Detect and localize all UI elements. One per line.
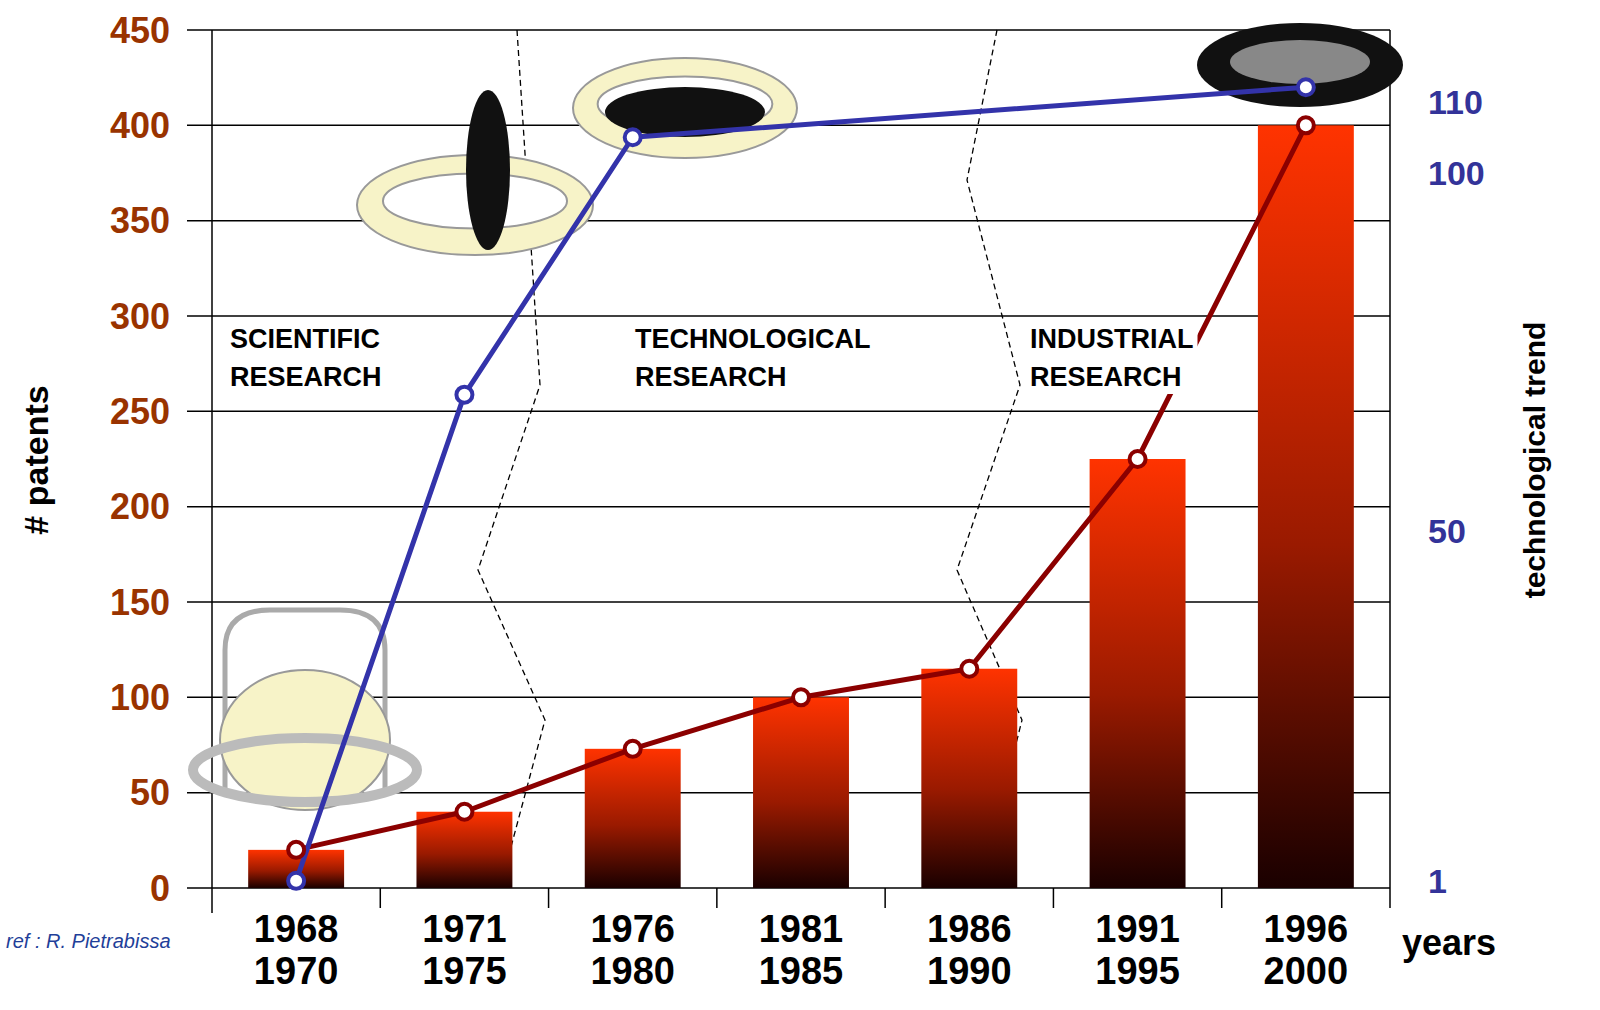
text-line: 1990 bbox=[927, 950, 1012, 992]
bar bbox=[1090, 459, 1186, 888]
grid-line bbox=[187, 29, 1390, 31]
y2-axis-title: technological trend bbox=[1518, 322, 1551, 599]
x-tick-label: 19681970 bbox=[254, 908, 339, 992]
x-tick-label: 19811985 bbox=[759, 908, 844, 992]
annotation: SCIENTIFIC RESEARCH bbox=[230, 324, 382, 392]
illustration bbox=[193, 738, 417, 802]
bar bbox=[416, 812, 512, 888]
chart: 050100150200250300350400450SCIENTIFICRES… bbox=[0, 0, 1600, 1010]
plot-area bbox=[248, 87, 1354, 888]
phase-dividers bbox=[478, 30, 1022, 888]
y-tick-label: 200 bbox=[110, 486, 170, 527]
marker bbox=[288, 842, 304, 858]
y-tick-label: 50 bbox=[130, 772, 170, 813]
x-tick-mark bbox=[716, 888, 718, 908]
text-line: 1976 bbox=[590, 908, 675, 950]
text-line: RESEARCH bbox=[635, 362, 787, 392]
y-tick-label: 400 bbox=[110, 105, 170, 146]
illustration bbox=[1230, 40, 1370, 84]
label-patch bbox=[1026, 322, 1198, 394]
text-line: 1991 bbox=[1095, 908, 1180, 950]
x-tick-label: 19711975 bbox=[422, 908, 507, 992]
text-line: 1971 bbox=[422, 908, 507, 950]
text-line: 1985 bbox=[759, 950, 844, 992]
text-line: 1995 bbox=[1095, 950, 1180, 992]
text-line: 1986 bbox=[927, 908, 1012, 950]
text-line: INDUSTRIAL bbox=[1030, 324, 1194, 354]
y2-tick-label: 1 bbox=[1428, 862, 1447, 900]
y-axis-title: # patents bbox=[17, 385, 55, 534]
grid-line bbox=[187, 506, 1390, 508]
grid-line bbox=[187, 601, 1390, 603]
y-tick-label: 150 bbox=[110, 582, 170, 623]
y2-tick-label: 100 bbox=[1428, 154, 1485, 192]
marker bbox=[961, 661, 977, 677]
text-line: 1975 bbox=[422, 950, 507, 992]
markers bbox=[288, 79, 1314, 889]
bar bbox=[753, 697, 849, 888]
marker bbox=[625, 741, 641, 757]
x-tick-label: 19911995 bbox=[1095, 908, 1180, 992]
x-tick-label: 19861990 bbox=[927, 908, 1012, 992]
x-tick-label: 19962000 bbox=[1264, 908, 1349, 992]
illustration bbox=[573, 58, 797, 158]
marker bbox=[1298, 117, 1314, 133]
bar bbox=[1258, 125, 1354, 888]
illustration bbox=[466, 90, 510, 250]
illustrations bbox=[193, 23, 1403, 810]
source: ref : R. Pietrabissa bbox=[6, 930, 171, 952]
x-tick-mark bbox=[380, 888, 382, 908]
y2-tick-label: 50 bbox=[1428, 512, 1466, 550]
label-patch bbox=[226, 322, 386, 394]
marker bbox=[625, 129, 641, 145]
label-patch bbox=[631, 322, 875, 394]
y2-axis-line bbox=[1389, 30, 1391, 888]
x-tick-mark bbox=[1221, 888, 1223, 908]
annotation-group: INDUSTRIAL RESEARCH bbox=[1026, 322, 1198, 394]
series-line bbox=[296, 125, 1306, 850]
text-line: 1981 bbox=[759, 908, 844, 950]
annotation-group: TECHNOLOGICAL RESEARCH bbox=[631, 322, 875, 394]
y-tick-label: 350 bbox=[110, 200, 170, 241]
x-tick-mark bbox=[884, 888, 886, 908]
text-line: 1980 bbox=[590, 950, 675, 992]
series-line bbox=[296, 87, 1306, 881]
text-line: 1970 bbox=[254, 950, 339, 992]
text-line: 1996 bbox=[1264, 908, 1349, 950]
x-tick-label: 19761980 bbox=[590, 908, 675, 992]
text-line: RESEARCH bbox=[1030, 362, 1182, 392]
marker bbox=[456, 387, 472, 403]
x-tick-mark bbox=[548, 888, 550, 908]
marker bbox=[288, 873, 304, 889]
y-tick-label: 450 bbox=[110, 10, 170, 51]
text-line: 2000 bbox=[1264, 950, 1349, 992]
y-tick-label: 250 bbox=[110, 391, 170, 432]
grid-line bbox=[187, 411, 1390, 413]
x-axis-title: years bbox=[1402, 922, 1496, 963]
marker bbox=[793, 689, 809, 705]
annotation: TECHNOLOGICAL RESEARCH bbox=[635, 324, 871, 392]
text-line: TECHNOLOGICAL bbox=[635, 324, 871, 354]
y-tick-label: 300 bbox=[110, 296, 170, 337]
y-tick-label: 100 bbox=[110, 677, 170, 718]
y-axis-line bbox=[211, 30, 213, 913]
bar bbox=[585, 749, 681, 888]
x-tick-mark bbox=[1389, 888, 1391, 908]
grid bbox=[187, 30, 1390, 888]
annotation: INDUSTRIAL RESEARCH bbox=[1030, 324, 1194, 392]
text-line: 1968 bbox=[254, 908, 339, 950]
marker bbox=[1130, 451, 1146, 467]
y2-tick-label: 110 bbox=[1428, 83, 1483, 121]
marker bbox=[1298, 79, 1314, 95]
annotation-group: SCIENTIFIC RESEARCH bbox=[226, 322, 386, 394]
y-tick-label: 0 bbox=[150, 868, 170, 909]
x-tick-mark bbox=[1053, 888, 1055, 908]
text-line: SCIENTIFIC bbox=[230, 324, 380, 354]
text-line: RESEARCH bbox=[230, 362, 382, 392]
bar bbox=[921, 669, 1017, 888]
marker bbox=[456, 804, 472, 820]
